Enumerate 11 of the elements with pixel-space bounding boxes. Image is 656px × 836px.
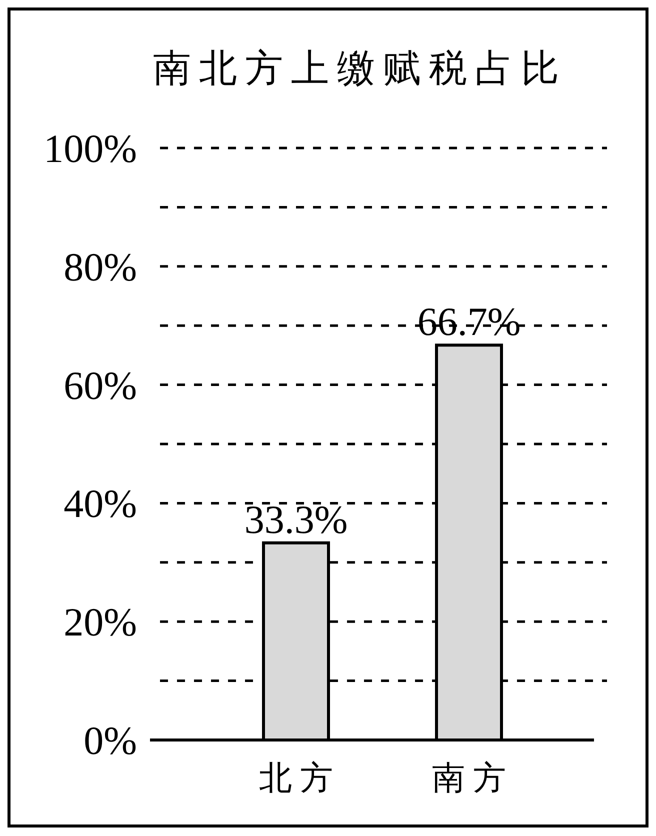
ytick-label: 100% bbox=[44, 126, 137, 171]
ytick-label: 20% bbox=[64, 600, 137, 645]
xtick-label: 北方 bbox=[259, 761, 341, 797]
value-label: 33.3% bbox=[244, 496, 348, 542]
value-label: 66.7% bbox=[417, 299, 521, 344]
ytick-label: 80% bbox=[64, 244, 137, 290]
ytick-label: 0% bbox=[84, 718, 137, 763]
title: 南北方上缴赋税占比 bbox=[153, 48, 567, 90]
xtick-label: 南方 bbox=[432, 761, 514, 797]
ytick-label: 40% bbox=[64, 481, 137, 526]
ytick-label: 60% bbox=[64, 362, 137, 408]
